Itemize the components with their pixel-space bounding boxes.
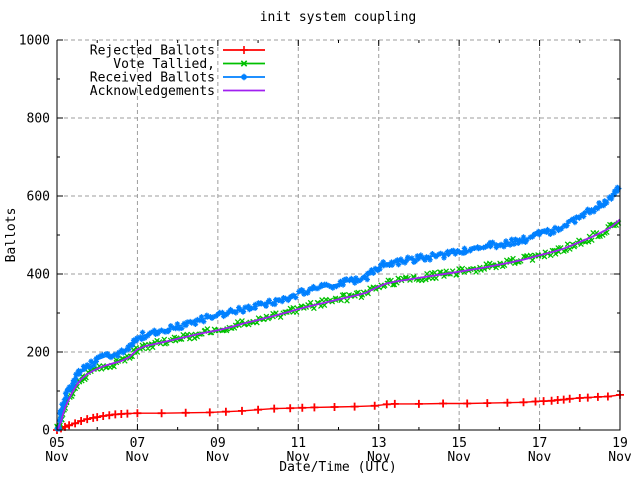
x-tick-label-day: 15 [451, 436, 467, 451]
legend-marker-plus [240, 46, 248, 54]
legend-item: Vote Tallied, [113, 57, 265, 72]
received-ballots-line [56, 186, 621, 431]
x-tick-label-month: Nov [126, 450, 150, 465]
x-axis-title: Date/Time (UTC) [279, 460, 396, 475]
x-tick-label-month: Nov [287, 450, 311, 465]
x-tick-label-day: 05 [49, 436, 65, 451]
data-series [53, 184, 624, 434]
x-tick-label-day: 13 [371, 436, 387, 451]
tick-marks [56, 39, 621, 431]
legend-item: Acknowledgements [90, 84, 265, 99]
legend-marker-cross [240, 60, 248, 67]
y-tick-label: 400 [27, 268, 50, 283]
x-tick-label-month: Nov [608, 450, 632, 465]
x-tick-label-month: Nov [45, 450, 69, 465]
x-tick-label-day: 11 [290, 436, 306, 451]
x-tick-label-day: 09 [210, 436, 226, 451]
axes: 0200400600800100005Nov07Nov09Nov11Nov13N… [19, 34, 632, 466]
legend-label: Acknowledgements [90, 84, 215, 99]
legend-label: Vote Tallied, [113, 57, 215, 72]
x-tick-label-month: Nov [367, 450, 391, 465]
acknowledgements-line [56, 218, 621, 431]
x-tick-label-month: Nov [528, 450, 552, 465]
legend-marker-asterisk [240, 73, 248, 81]
x-tick-label-day: 07 [130, 436, 146, 451]
y-tick-label: 0 [42, 424, 50, 439]
x-tick-label-month: Nov [447, 450, 471, 465]
y-tick-label: 800 [27, 112, 50, 127]
legend-item: Rejected Ballots [90, 44, 265, 59]
y-tick-label: 600 [27, 190, 50, 205]
y-tick-label: 1000 [19, 34, 50, 49]
x-tick-label-day: 19 [612, 436, 628, 451]
y-tick-label: 200 [27, 346, 50, 361]
legend-item: Received Ballots [90, 71, 265, 86]
legend-label: Rejected Ballots [90, 44, 215, 59]
x-tick-label-month: Nov [206, 450, 230, 465]
x-tick-label-day: 17 [532, 436, 548, 451]
y-axis-title: Ballots [4, 208, 19, 263]
legend-label: Received Ballots [90, 71, 215, 86]
chart-title: init system coupling [260, 10, 417, 25]
received-ballots-markers [54, 184, 622, 432]
